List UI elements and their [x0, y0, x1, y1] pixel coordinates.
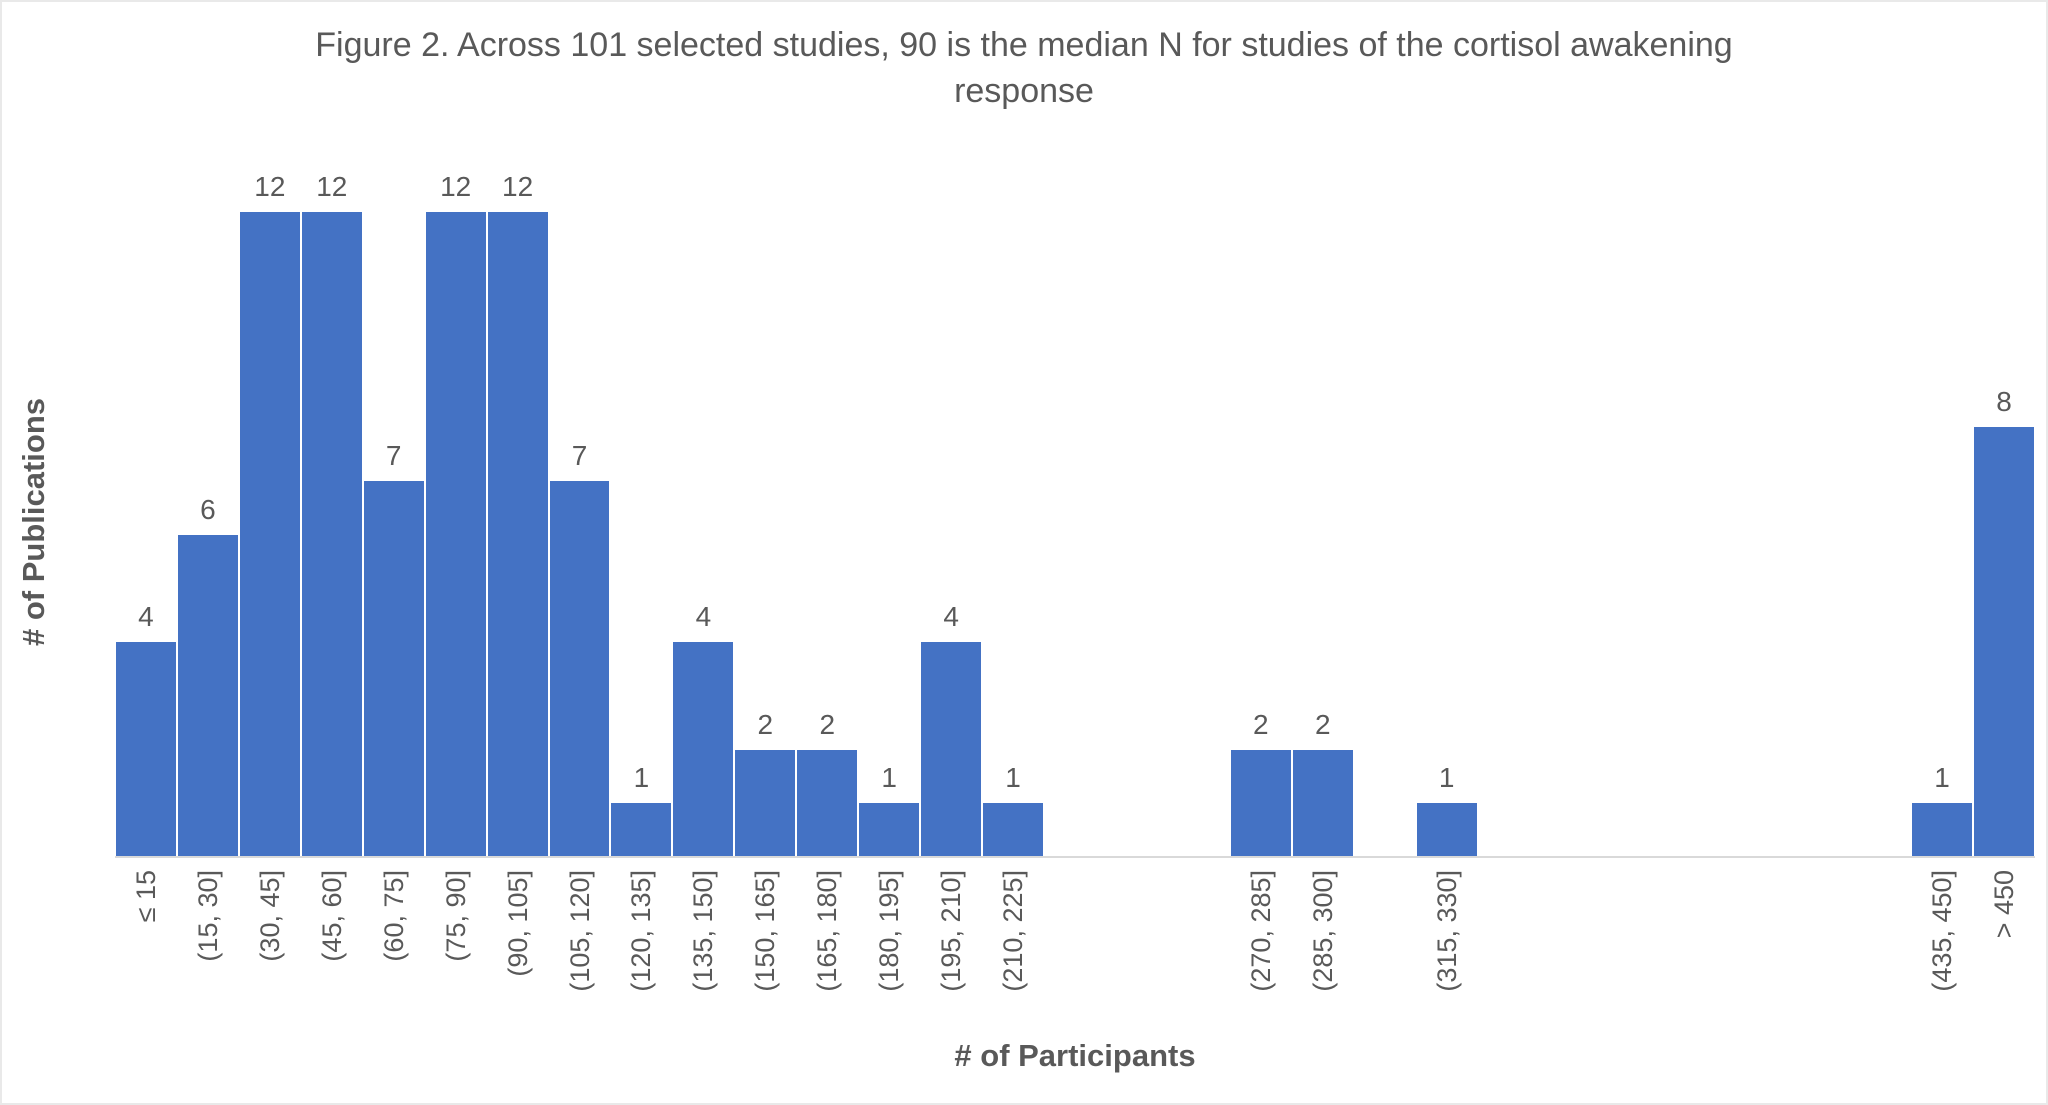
x-tick-label: (45, 60] [316, 870, 347, 962]
x-tick-label: (315, 330] [1431, 870, 1462, 992]
bar-value-label: 2 [819, 708, 836, 740]
x-tick-label: ≤ 15 [130, 870, 161, 923]
bar [1415, 803, 1478, 857]
bar-value-label: 2 [1253, 708, 1269, 740]
bar [858, 803, 921, 857]
bar [1291, 749, 1354, 857]
bar-value-label: 12 [502, 171, 534, 202]
x-tick-label: (165, 180] [812, 870, 843, 992]
bar [1973, 427, 2035, 857]
y-axis-title: # of Publications [2, 2, 66, 1042]
bar [548, 480, 611, 857]
x-tick-label: (270, 285] [1245, 870, 1276, 992]
bar [1911, 803, 1974, 857]
bar-value-label: 1 [1438, 762, 1455, 794]
plot-area: 4 6 12 12 7 12 12 7 1 4 2 2 1 4 1 2 2 1 1 8 [115, 2, 2035, 857]
bar [672, 642, 735, 857]
bar [238, 212, 301, 857]
x-tick-label: (75, 90] [440, 870, 471, 962]
bar [300, 212, 363, 857]
bar [796, 749, 859, 857]
x-tick-label: (195, 210] [936, 870, 967, 992]
bar [1229, 749, 1292, 857]
bar-value-label: 12 [440, 171, 472, 202]
bar-value-label: 7 [385, 439, 402, 471]
x-axis-line [115, 856, 2035, 858]
y-axis-title-text: # of Publications [16, 397, 51, 647]
x-tick-label: > 450 [1989, 870, 2020, 939]
bar [610, 803, 673, 857]
bar-value-label: 1 [881, 762, 897, 794]
bar [115, 642, 177, 857]
chart-title: Figure 2. Across 101 selected studies, 9… [315, 26, 1733, 110]
bar-value-label: 2 [1314, 708, 1331, 740]
x-tick-label: (285, 300] [1307, 870, 1338, 992]
bar-value-label: 8 [1996, 386, 2012, 417]
x-tick-label: (15, 30] [192, 870, 223, 962]
bar-value-label: 4 [138, 601, 154, 632]
x-axis-title: # of Participants [954, 1038, 1196, 1073]
bar [920, 642, 983, 857]
x-tick-label: (150, 165] [750, 870, 781, 992]
bar [982, 803, 1045, 857]
bar-value-label: 6 [200, 493, 216, 525]
bar [424, 212, 487, 857]
bar-value-label: 1 [1005, 762, 1021, 794]
x-axis-tick-labels: ≤ 15 (15, 30] (30, 45] (45, 60] (60, 75] (75,… [115, 870, 2035, 1050]
bar-value-label: 4 [943, 601, 959, 632]
x-tick-label: (135, 150] [688, 870, 719, 992]
bar [362, 480, 425, 857]
bar-value-label: 1 [1934, 762, 1950, 794]
x-tick-label: (90, 105] [502, 870, 533, 977]
x-tick-label: (30, 45] [254, 870, 285, 962]
x-tick-label: (60, 75] [378, 870, 409, 962]
x-tick-label: (105, 120] [564, 870, 595, 992]
x-tick-label: (435, 450] [1927, 870, 1958, 992]
bar-value-label: 12 [254, 171, 286, 202]
bar-value-label: 7 [571, 439, 588, 471]
bar-value-label: 1 [633, 762, 650, 794]
bar-value-label: 2 [757, 708, 774, 740]
bar [176, 534, 239, 857]
bar [734, 749, 797, 857]
bar-value-label: 4 [695, 601, 712, 632]
bar-value-label: 12 [316, 171, 348, 202]
bar [486, 212, 549, 857]
x-tick-label: (120, 135] [626, 870, 657, 992]
x-tick-label: (210, 225] [998, 870, 1029, 992]
x-tick-label: (180, 195] [874, 870, 905, 992]
